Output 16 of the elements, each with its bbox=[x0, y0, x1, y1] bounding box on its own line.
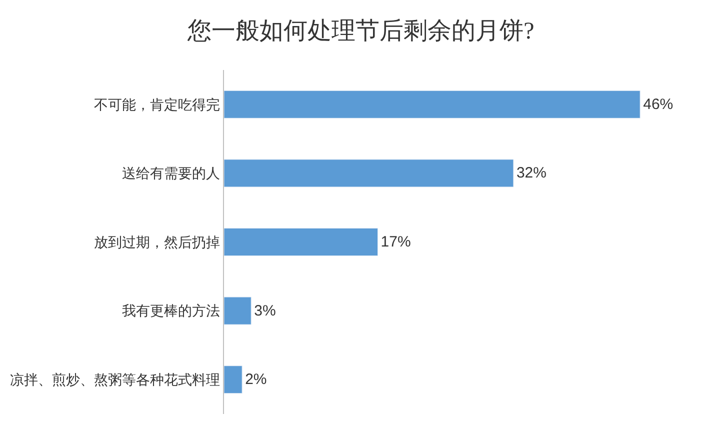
data-label: 46% bbox=[643, 96, 674, 113]
data-label: 17% bbox=[380, 234, 411, 250]
y-tick-label: 凉拌、煎炒、熬粥等各种花式料理 bbox=[10, 372, 220, 388]
data-label: 3% bbox=[254, 302, 276, 320]
y-tick-label: 我有更棒的方法 bbox=[122, 304, 220, 320]
y-tick-label: 送给有需要的人 bbox=[122, 166, 220, 182]
y-tick-label: 放到过期，然后扔掉 bbox=[94, 234, 220, 251]
chart-title: 您一般如何处理节后剩余的月饼? bbox=[186, 18, 534, 44]
bar bbox=[224, 159, 514, 188]
bar bbox=[224, 228, 378, 256]
bar bbox=[224, 366, 242, 394]
bar bbox=[224, 90, 640, 118]
bar bbox=[224, 296, 252, 325]
data-label: 2% bbox=[245, 371, 267, 388]
y-tick-label: 不可能，肯定吃得完 bbox=[94, 97, 220, 114]
data-label: 32% bbox=[516, 164, 546, 182]
